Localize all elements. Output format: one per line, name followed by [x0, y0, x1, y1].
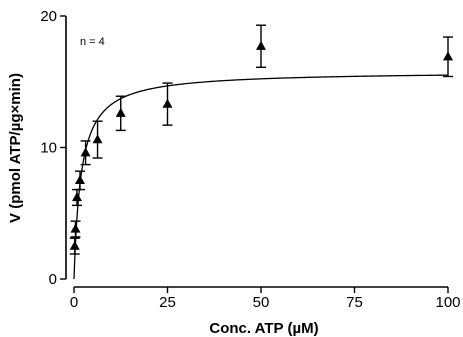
- x-tick-label: 100: [435, 294, 460, 311]
- fit-curve: [73, 74, 449, 279]
- data-point-triangle: [443, 51, 453, 61]
- x-tick-label: 0: [70, 294, 78, 311]
- y-tick-label: 20: [40, 8, 57, 25]
- data-point-triangle: [115, 107, 126, 117]
- x-axis-title: Conc. ATP (µM): [209, 320, 318, 337]
- data-point-triangle: [80, 147, 91, 157]
- data-point-triangle: [92, 134, 103, 144]
- data-points-layer: [69, 24, 453, 255]
- axes: 0 10 20 0 25 50 75 100: [40, 8, 460, 311]
- data-point-triangle: [74, 174, 85, 184]
- x-tick-label: 50: [253, 294, 270, 311]
- data-point-triangle: [71, 192, 82, 202]
- data-point-triangle: [256, 40, 266, 50]
- data-point-triangle: [162, 98, 173, 108]
- x-tick-label: 75: [346, 294, 363, 311]
- annotation-n: n = 4: [80, 36, 105, 48]
- data-point-triangle: [70, 223, 81, 233]
- y-tick-label: 10: [40, 140, 57, 157]
- y-tick-label: 0: [49, 271, 57, 288]
- data-point-triangle: [69, 240, 80, 250]
- x-tick-label: 25: [159, 294, 176, 311]
- y-axis-title: V (pmol ATP/µg×min): [7, 73, 24, 223]
- fit-curve-layer: [73, 74, 449, 279]
